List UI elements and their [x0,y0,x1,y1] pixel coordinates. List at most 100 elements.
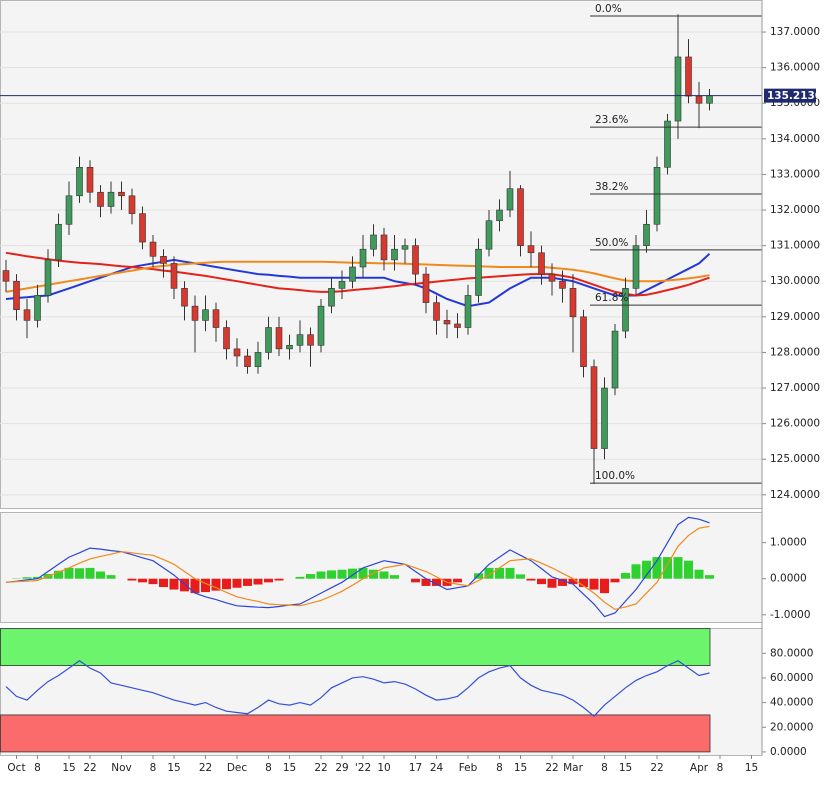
y-tick-label: 133.0000 [770,168,820,180]
candle-body [401,245,409,250]
histogram-bar [484,567,494,579]
candle-body [55,223,62,261]
histogram-bar [337,569,347,579]
candle-body [611,330,619,389]
candle-body [370,234,377,250]
y-tick-label: 60.0000 [770,672,813,684]
x-tick-label: Dec [227,762,248,774]
candle-body [548,273,556,282]
candle-body [307,334,314,346]
x-tick-label: 22 [314,762,327,774]
y-tick-label: 132.0000 [770,204,820,216]
fibonacci-label: 23.6% [595,114,628,126]
y-tick-label: 131.0000 [770,240,820,252]
histogram-bar [180,578,189,592]
histogram-bar [190,578,200,594]
x-tick-label: Nov [111,762,132,774]
histogram-bar [526,578,536,581]
histogram-bar [379,571,389,579]
candle-body [317,305,325,346]
histogram-bar [96,571,105,579]
candle-body [485,220,493,250]
last-price-box [764,88,816,103]
candle-body [622,288,629,332]
x-tick-label: 8 [717,762,724,774]
candle-body [212,309,220,328]
candle-body [643,223,650,246]
x-tick-label: 8 [496,762,503,774]
histogram-bar [411,578,420,583]
histogram-bar [589,578,599,590]
signal-line [5,525,710,611]
histogram-bar [621,572,630,579]
candle-body [601,387,608,449]
candle-body [160,256,167,264]
y-tick-label: 128.0000 [770,346,820,358]
histogram-bar [652,557,662,579]
x-tick-label: 15 [514,762,527,774]
candle-body [128,195,136,214]
histogram-bar [568,578,578,585]
x-tick-label: Apr [690,762,709,774]
candle-body [653,167,661,225]
candle-body [118,191,125,197]
x-tick-label: Oct [7,762,25,774]
candle-body [65,195,73,225]
y-tick-label: 1.0000 [770,537,807,549]
candle-body [139,213,146,243]
candle-body [422,273,430,303]
y-tick-label: 130.0000 [770,275,820,287]
y-tick-label: 80.0000 [770,647,813,659]
moving-average [5,251,710,297]
histogram-bar [537,578,546,585]
candle-body [76,167,83,197]
candle-body [181,288,188,307]
y-tick-label: 20.0000 [770,721,813,733]
oversold-zone [0,714,711,753]
histogram-bar [201,578,210,593]
candle-body [559,280,566,289]
histogram-bar [148,578,158,585]
x-tick-label: 15 [283,762,296,774]
candle-body [706,95,713,104]
x-tick-label: 22 [199,762,212,774]
candle-body [275,327,283,350]
histogram-bar [663,557,672,579]
candle-body [191,305,199,321]
candle-body [391,248,398,261]
histogram-bar [75,568,84,579]
histogram-bar [295,576,305,579]
candle-body [34,295,41,321]
candle-body [86,167,94,193]
candle-body [380,234,388,261]
x-tick-label: 10 [377,762,390,774]
candle-body [296,334,304,346]
histogram-bar [495,567,504,579]
y-tick-label: 0.0000 [770,573,807,585]
histogram-bar [358,567,368,579]
histogram-bar [64,567,74,579]
histogram-bar [505,567,515,579]
x-tick-label: 22 [650,762,663,774]
x-tick-label: Feb [459,762,478,774]
histogram-bar [22,577,32,579]
y-tick-label: -1.0000 [770,609,811,621]
candle-body [685,56,692,97]
y-tick-label: 137.0000 [770,26,820,38]
y-tick-label: 40.0000 [770,697,813,709]
histogram-bar [306,574,315,579]
x-tick-label: 8 [601,762,608,774]
candle-body [2,270,10,282]
candle-body [244,355,251,367]
histogram-bar [316,571,326,579]
candle-body [506,188,514,211]
candle-body [632,245,640,289]
x-tick-label: 15 [167,762,180,774]
candle-body [580,316,587,367]
candle-body [338,280,346,289]
histogram-bar [421,578,431,586]
last-price-label: 135.2130 [767,90,822,102]
candle-body [328,288,335,307]
moving-average [5,253,711,308]
